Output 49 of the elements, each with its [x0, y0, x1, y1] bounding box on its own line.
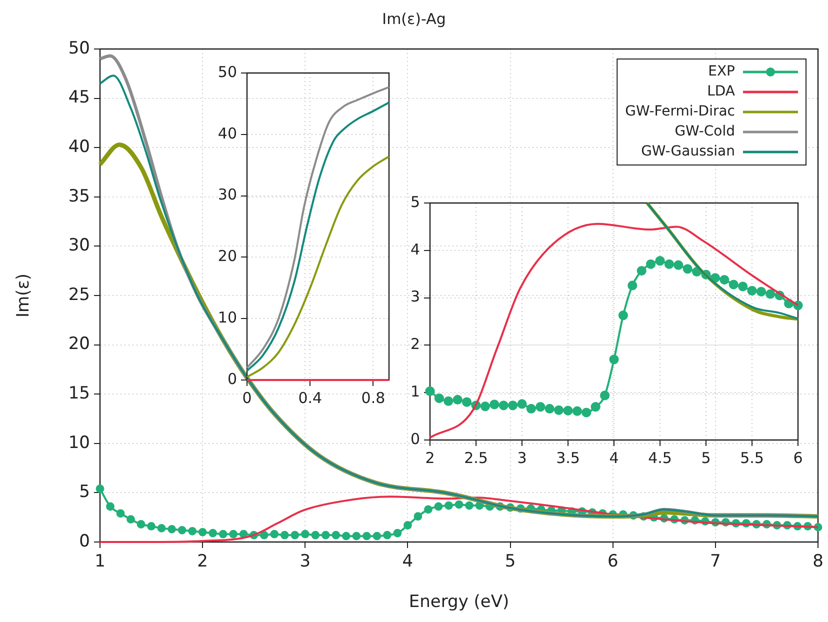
y-tick-label: 2	[410, 335, 420, 354]
chart-title: Im(ε)-Ag	[382, 10, 446, 28]
x-tick-label: 0.8	[361, 388, 386, 407]
legend-label: LDA	[707, 84, 736, 100]
x-tick-label: 3.5	[556, 448, 580, 467]
x-tick-label: 2.5	[464, 448, 488, 467]
y-tick-label: 50	[68, 38, 90, 58]
y-tick-label: 20	[218, 247, 237, 266]
y-tick-label: 10	[218, 308, 237, 326]
y-tick-label: 25	[68, 284, 90, 305]
x-tick-label: 2	[425, 448, 435, 467]
y-tick-label: 30	[68, 236, 90, 256]
legend-label: GW-Gaussian	[641, 144, 735, 160]
x-tick-label: 0.4	[298, 388, 322, 407]
y-tick-label: 3	[410, 288, 420, 306]
x-tick-label: 8	[812, 552, 824, 572]
x-tick-label: 5	[504, 552, 516, 572]
y-tick-label: 5	[410, 192, 420, 211]
y-tick-label: 35	[68, 186, 90, 206]
y-tick-label: 0	[227, 370, 237, 388]
x-axis-title: Energy (eV)	[408, 592, 510, 612]
y-axis-title: Im(ε)	[14, 273, 34, 318]
x-tick-label: 7	[710, 552, 721, 572]
x-tick-label: 6	[607, 552, 618, 572]
x-tick-label: 2	[197, 552, 208, 572]
y-tick-label: 10	[68, 432, 90, 453]
x-tick-label: 6	[793, 448, 803, 467]
y-tick-label: 4	[410, 240, 420, 258]
legend-label: EXP	[708, 64, 735, 80]
y-tick-label: 0	[79, 531, 90, 552]
y-tick-label: 40	[68, 137, 90, 158]
x-tick-label: 5	[701, 448, 711, 467]
y-tick-label: 0	[410, 430, 420, 448]
y-tick-label: 15	[68, 384, 90, 404]
y-tick-label: 45	[68, 88, 90, 108]
x-tick-label: 3	[300, 552, 311, 572]
y-tick-label: 30	[218, 186, 237, 204]
y-tick-label: 5	[79, 482, 90, 502]
y-tick-label: 50	[218, 62, 237, 81]
x-tick-label: 4	[609, 448, 619, 467]
legend-label: GW-Cold	[674, 124, 735, 140]
legend-label: GW-Fermi-Dirac	[625, 104, 735, 120]
y-tick-label: 40	[218, 124, 237, 142]
x-tick-label: 3	[517, 448, 527, 467]
y-tick-label: 20	[68, 334, 90, 354]
x-tick-label: 1	[94, 552, 106, 572]
x-tick-label: 0	[242, 388, 252, 407]
x-tick-label: 4.5	[648, 448, 672, 467]
x-tick-label: 5.5	[740, 448, 764, 467]
